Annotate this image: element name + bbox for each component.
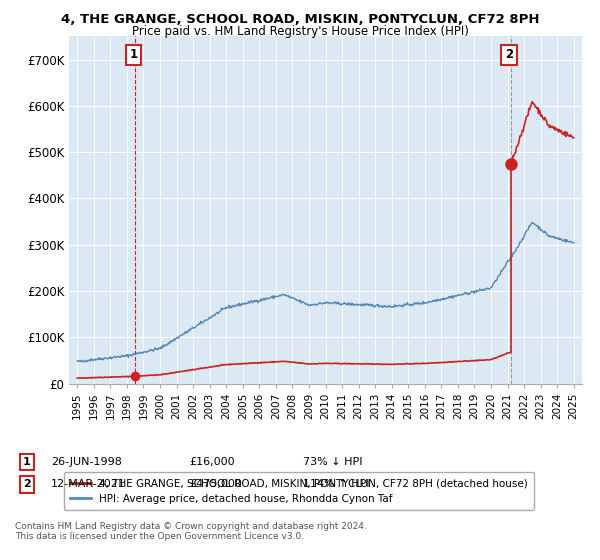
Text: Contains HM Land Registry data © Crown copyright and database right 2024.: Contains HM Land Registry data © Crown c… — [15, 522, 367, 531]
Text: 4, THE GRANGE, SCHOOL ROAD, MISKIN, PONTYCLUN, CF72 8PH: 4, THE GRANGE, SCHOOL ROAD, MISKIN, PONT… — [61, 13, 539, 26]
Text: 26-JUN-1998: 26-JUN-1998 — [51, 457, 122, 467]
Text: This data is licensed under the Open Government Licence v3.0.: This data is licensed under the Open Gov… — [15, 532, 304, 541]
Text: £16,000: £16,000 — [189, 457, 235, 467]
Text: 2: 2 — [505, 48, 513, 62]
Text: 12-MAR-2021: 12-MAR-2021 — [51, 479, 126, 489]
Text: £475,000: £475,000 — [189, 479, 242, 489]
Text: 73% ↓ HPI: 73% ↓ HPI — [303, 457, 362, 467]
Text: 1: 1 — [130, 48, 137, 62]
Text: 1: 1 — [23, 457, 31, 467]
Text: Price paid vs. HM Land Registry's House Price Index (HPI): Price paid vs. HM Land Registry's House … — [131, 25, 469, 38]
Legend: 4, THE GRANGE, SCHOOL ROAD, MISKIN, PONTYCLUN, CF72 8PH (detached house), HPI: A: 4, THE GRANGE, SCHOOL ROAD, MISKIN, PONT… — [64, 472, 535, 510]
Text: 114% ↑ HPI: 114% ↑ HPI — [303, 479, 370, 489]
Text: 2: 2 — [23, 479, 31, 489]
